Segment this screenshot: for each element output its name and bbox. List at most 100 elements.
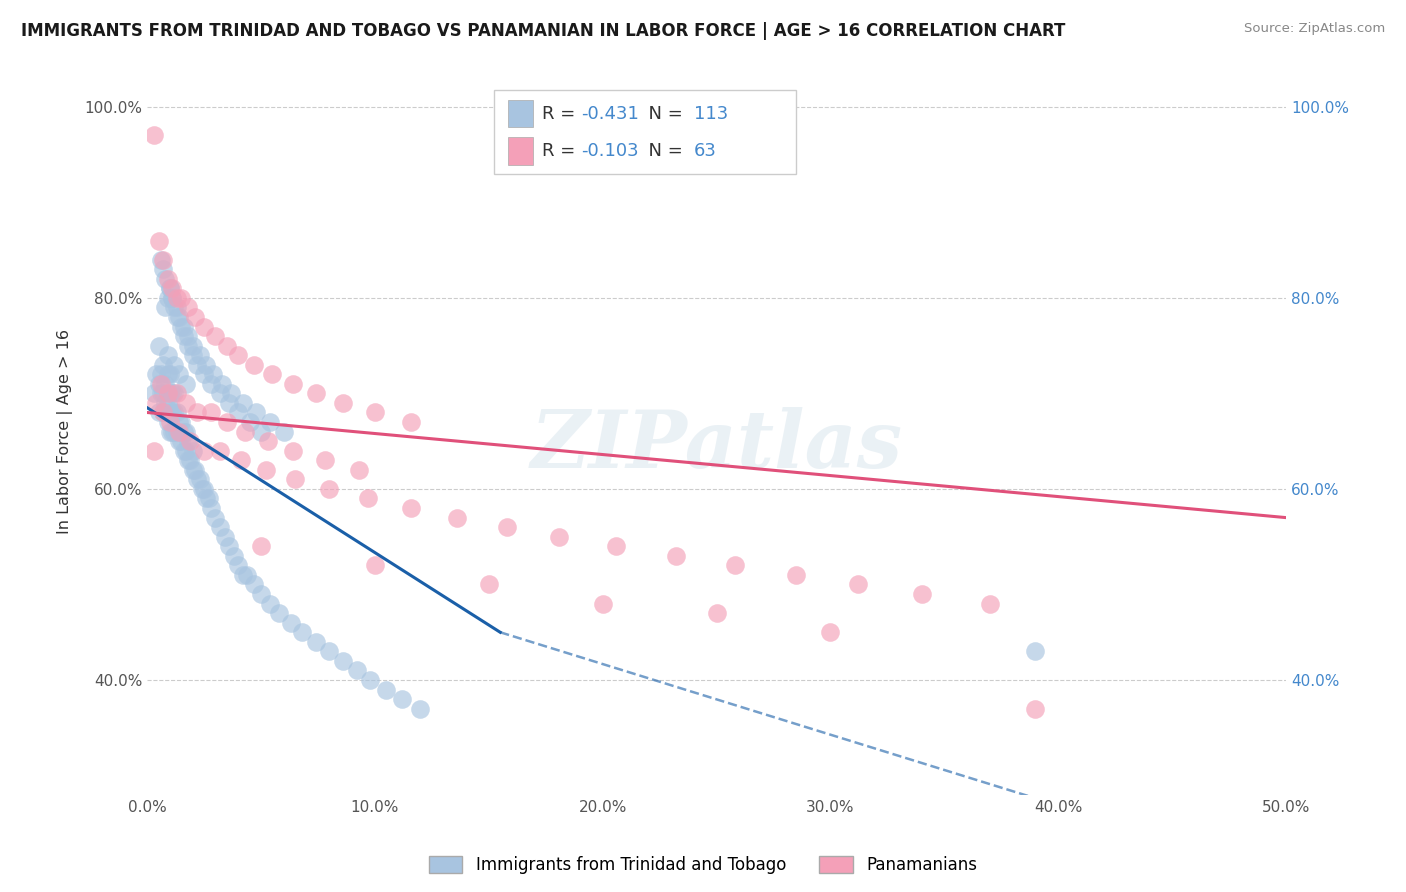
Point xyxy=(143,443,166,458)
Point xyxy=(166,291,188,305)
Point xyxy=(226,558,249,573)
Point xyxy=(243,577,266,591)
Point xyxy=(208,386,231,401)
Point xyxy=(232,568,254,582)
Point xyxy=(233,425,256,439)
Point xyxy=(174,425,197,439)
Point xyxy=(262,368,284,382)
Point xyxy=(200,501,222,516)
Point xyxy=(143,386,166,401)
Point xyxy=(184,310,207,324)
Point xyxy=(145,396,167,410)
Point xyxy=(166,310,188,324)
Point xyxy=(1024,644,1046,658)
Point xyxy=(200,405,222,419)
Point xyxy=(245,405,267,419)
Point xyxy=(166,301,188,315)
Point xyxy=(195,491,218,506)
Point xyxy=(409,702,432,716)
Point xyxy=(173,425,195,439)
Point xyxy=(167,434,190,449)
Point xyxy=(305,635,328,649)
Point xyxy=(197,491,219,506)
Point xyxy=(281,443,304,458)
Point xyxy=(148,234,170,248)
Point xyxy=(218,396,240,410)
Point xyxy=(163,301,186,315)
Point xyxy=(193,482,215,496)
Point xyxy=(186,358,208,372)
Point xyxy=(820,625,842,640)
Point xyxy=(148,338,170,352)
Text: ZIPatlas: ZIPatlas xyxy=(530,408,903,485)
Point xyxy=(160,386,183,401)
Point xyxy=(174,376,197,391)
Point xyxy=(163,386,186,401)
Point xyxy=(177,338,200,352)
Point xyxy=(664,549,686,563)
Point xyxy=(145,368,167,382)
Point xyxy=(195,358,218,372)
Point xyxy=(222,549,245,563)
Point xyxy=(391,692,413,706)
Point xyxy=(478,577,501,591)
Point xyxy=(347,463,370,477)
Point xyxy=(173,329,195,343)
Point xyxy=(1024,702,1046,716)
Point xyxy=(401,501,423,516)
Point xyxy=(170,415,193,429)
Point xyxy=(191,482,214,496)
Point xyxy=(155,271,177,285)
Point xyxy=(226,348,249,362)
Point xyxy=(160,425,183,439)
Text: N =: N = xyxy=(637,104,689,123)
Point xyxy=(284,472,307,486)
Point xyxy=(160,281,183,295)
Point xyxy=(250,587,273,601)
Point xyxy=(785,568,807,582)
Point xyxy=(174,443,197,458)
Point xyxy=(214,530,236,544)
Point xyxy=(364,405,387,419)
Point xyxy=(159,281,181,295)
Point xyxy=(167,310,190,324)
Point xyxy=(215,415,238,429)
Point xyxy=(156,386,179,401)
Point xyxy=(159,281,181,295)
Point xyxy=(218,539,240,553)
Point xyxy=(221,386,243,401)
Point xyxy=(273,425,295,439)
Point xyxy=(155,301,177,315)
Point xyxy=(149,368,172,382)
Point xyxy=(179,434,201,449)
Point xyxy=(305,386,328,401)
Point xyxy=(167,368,190,382)
Text: IMMIGRANTS FROM TRINIDAD AND TOBAGO VS PANAMANIAN IN LABOR FORCE | AGE > 16 CORR: IMMIGRANTS FROM TRINIDAD AND TOBAGO VS P… xyxy=(21,22,1066,40)
Point xyxy=(193,443,215,458)
Point xyxy=(346,664,368,678)
Point xyxy=(188,472,211,486)
FancyBboxPatch shape xyxy=(495,90,796,174)
Point xyxy=(332,654,354,668)
Point xyxy=(177,434,200,449)
Point xyxy=(181,348,204,362)
Point xyxy=(910,587,932,601)
Point xyxy=(177,329,200,343)
Point xyxy=(163,425,186,439)
Point xyxy=(259,597,281,611)
Point xyxy=(160,291,183,305)
Point xyxy=(184,463,207,477)
Text: 63: 63 xyxy=(693,142,717,161)
Point xyxy=(605,539,627,553)
Point xyxy=(229,453,252,467)
Point xyxy=(254,463,277,477)
Point xyxy=(357,491,380,506)
Point xyxy=(148,376,170,391)
Point xyxy=(170,434,193,449)
Point xyxy=(250,425,273,439)
Text: -0.103: -0.103 xyxy=(581,142,638,161)
Point xyxy=(167,425,190,439)
Point xyxy=(166,405,188,419)
Point xyxy=(159,425,181,439)
Point xyxy=(159,368,181,382)
